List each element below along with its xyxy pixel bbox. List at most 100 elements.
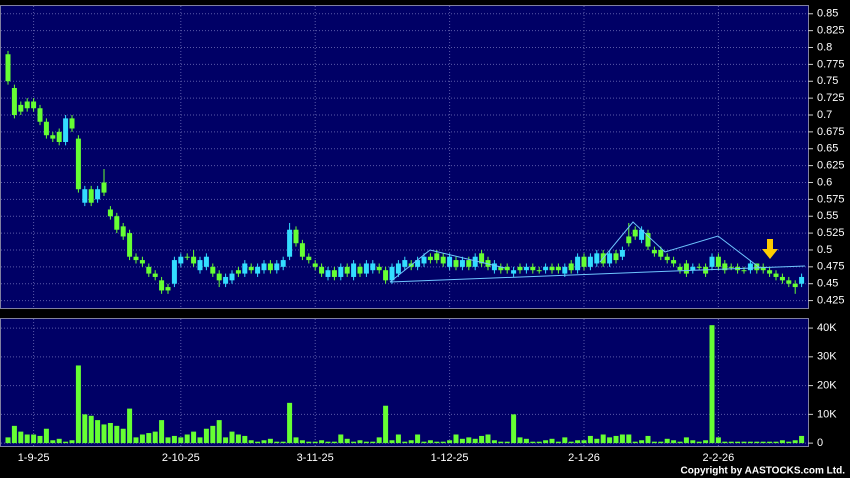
candle-body (255, 266, 261, 274)
candle-body (184, 256, 190, 258)
volume-bar (421, 441, 427, 444)
candle-body (402, 260, 408, 267)
candle-body (517, 266, 523, 271)
candle-body (715, 256, 721, 267)
volume-bar (114, 425, 120, 444)
candle-body (216, 273, 222, 281)
candle-body (459, 260, 465, 267)
volume-bar (223, 437, 229, 444)
candle-body (511, 270, 517, 274)
y-tick-label: 10K (817, 408, 837, 420)
y-tick-label: 0.75 (817, 75, 838, 87)
candle-body (427, 256, 433, 261)
x-tick-label: 2-2-26 (703, 452, 735, 464)
candle-body (139, 260, 145, 264)
volume-bar (191, 431, 197, 444)
candle-body (741, 270, 747, 272)
y-tick-label: 0.625 (817, 160, 845, 172)
volume-bar (773, 441, 779, 444)
candle-body (5, 54, 11, 82)
candle-body (107, 209, 113, 217)
volume-bar (203, 428, 209, 444)
volume-bar (363, 441, 369, 444)
volume-bar (261, 440, 267, 444)
candle-body (779, 276, 785, 281)
candle-body (306, 256, 312, 261)
candle-body (421, 256, 427, 264)
candle-body (498, 266, 504, 271)
volume-bar (395, 434, 401, 444)
volume-bar (370, 441, 376, 444)
candle-body (146, 266, 152, 274)
volume-bar (434, 441, 440, 444)
candle-body (82, 189, 88, 203)
candle-body (331, 270, 337, 277)
volume-bar (587, 435, 593, 444)
volume-bar (427, 440, 433, 444)
candle-body (203, 256, 209, 267)
volume-bar (632, 441, 638, 444)
candle-body (415, 260, 421, 267)
y-tick-label: 0.5 (817, 244, 832, 256)
trend-line (599, 221, 761, 269)
candle-body (543, 266, 549, 271)
plot-layer: 0.425 0.45 0.475 0.5 0.525 0.55 0.575 0.6 0.625 0… (1, 6, 845, 464)
volume-panel (0, 318, 809, 447)
candle-body (363, 263, 369, 274)
volume-bar (5, 437, 11, 444)
candle-body (447, 256, 453, 267)
volume-bar (600, 434, 606, 444)
volume-bar (235, 434, 241, 444)
candle-body (747, 263, 753, 271)
candle-body (95, 189, 101, 200)
trend-line (389, 265, 806, 283)
y-tick-label: 40K (817, 322, 837, 334)
volume-bar (75, 365, 81, 444)
volume-bar (792, 440, 798, 444)
volume-bar (671, 440, 677, 444)
volume-bar (619, 434, 625, 444)
volume-bar (799, 435, 805, 444)
candle-body (728, 266, 734, 268)
candle-body (165, 287, 171, 291)
x-tick-label: 3-11-25 (297, 452, 334, 464)
candle-body (639, 229, 645, 240)
candle-body (754, 263, 760, 271)
candle-body (587, 256, 593, 267)
volume-bar (722, 441, 728, 444)
volume-bar (607, 437, 613, 444)
candle-body (619, 249, 625, 257)
volume-bar (402, 441, 408, 444)
volume-bar (562, 437, 568, 444)
volume-bar (639, 440, 645, 444)
volume-bar (43, 428, 49, 444)
candle-body (56, 131, 62, 142)
candle-body (799, 276, 805, 284)
volume-bar (690, 440, 696, 444)
trend-lines (389, 221, 806, 283)
volume-bar (491, 440, 497, 444)
volume-bar (293, 437, 299, 444)
volume-bar (146, 433, 152, 444)
candle-body (357, 266, 363, 274)
volume-bar (594, 438, 600, 444)
y-tick-label: 0.65 (817, 143, 838, 155)
candle-body (274, 263, 280, 271)
candle-body (389, 266, 395, 281)
candle-body (152, 273, 158, 277)
volume-bar (383, 405, 389, 444)
volume-bar (287, 402, 293, 444)
candle-body (632, 229, 638, 237)
candle-body (536, 270, 542, 272)
candle-body (299, 243, 305, 257)
volume-bar (664, 438, 670, 444)
candle-body (319, 266, 325, 274)
volume-bar (351, 441, 357, 444)
volume-bar (11, 425, 17, 444)
candle-body (677, 266, 683, 271)
volume-bar (331, 441, 337, 444)
volume-bar (786, 441, 792, 444)
volume-bar (197, 437, 203, 444)
y-tick-label: 0.475 (817, 261, 845, 273)
y-tick-label: 30K (817, 351, 837, 363)
